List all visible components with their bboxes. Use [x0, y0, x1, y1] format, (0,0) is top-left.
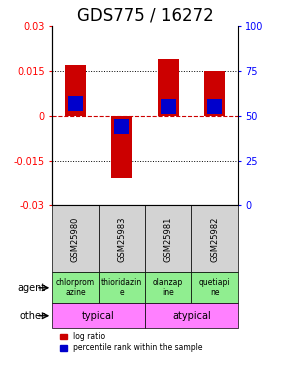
Bar — [207, 99, 222, 114]
Text: thioridazin
e: thioridazin e — [101, 278, 142, 297]
FancyBboxPatch shape — [52, 205, 99, 272]
FancyBboxPatch shape — [52, 272, 99, 303]
FancyBboxPatch shape — [99, 205, 145, 272]
FancyBboxPatch shape — [145, 303, 238, 328]
FancyBboxPatch shape — [99, 272, 145, 303]
FancyBboxPatch shape — [191, 205, 238, 272]
Bar — [204, 71, 225, 116]
Bar — [161, 99, 175, 114]
Legend: log ratio, percentile rank within the sample: log ratio, percentile rank within the sa… — [60, 332, 203, 352]
Text: olanzap
ine: olanzap ine — [153, 278, 183, 297]
FancyBboxPatch shape — [52, 303, 145, 328]
Text: GSM25980: GSM25980 — [71, 216, 80, 261]
Title: GDS775 / 16272: GDS775 / 16272 — [77, 7, 213, 25]
Text: agent: agent — [17, 283, 45, 293]
FancyBboxPatch shape — [191, 272, 238, 303]
Text: chlorprom
azine: chlorprom azine — [56, 278, 95, 297]
Bar — [65, 65, 86, 116]
Bar — [111, 116, 132, 178]
Text: GSM25983: GSM25983 — [117, 216, 126, 262]
Text: GSM25981: GSM25981 — [164, 216, 173, 261]
Text: other: other — [19, 311, 45, 321]
Bar — [158, 59, 179, 116]
Text: typical: typical — [82, 311, 115, 321]
Text: GSM25982: GSM25982 — [210, 216, 219, 261]
FancyBboxPatch shape — [145, 272, 191, 303]
Bar — [68, 96, 83, 111]
FancyBboxPatch shape — [145, 205, 191, 272]
Text: quetiapi
ne: quetiapi ne — [199, 278, 231, 297]
Text: atypical: atypical — [172, 311, 211, 321]
Bar — [115, 119, 129, 134]
